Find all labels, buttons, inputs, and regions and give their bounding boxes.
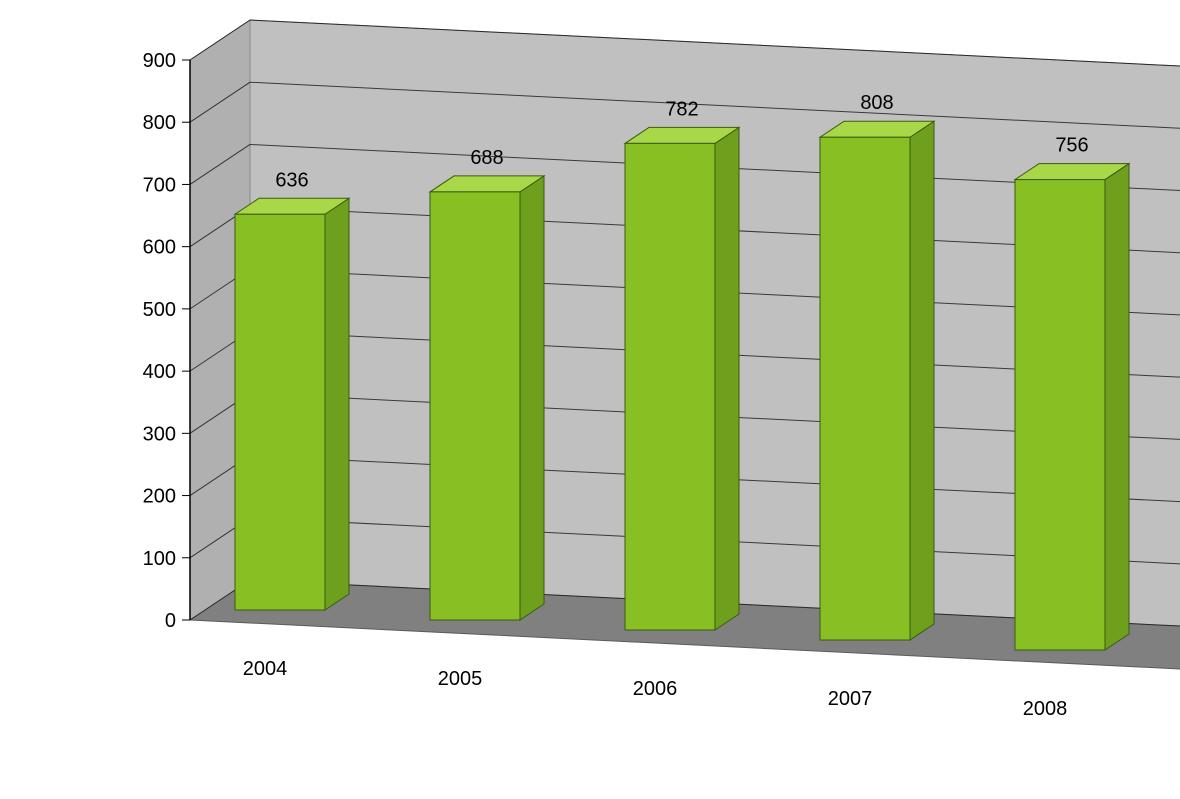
category-label: 2007 xyxy=(828,688,873,710)
y-tick-label: 200 xyxy=(143,486,176,508)
category-label: 2008 xyxy=(1023,698,1068,720)
bar-front xyxy=(1015,180,1105,650)
y-tick-label: 400 xyxy=(143,361,176,383)
bar-side xyxy=(715,127,739,630)
bar xyxy=(1015,164,1129,650)
y-tick-label: 500 xyxy=(143,299,176,321)
category-label: 2004 xyxy=(243,658,288,680)
bar-chart-3d: 0 100 200 300 400 500 600 700 800 900 636 2004 688 20… xyxy=(0,0,1180,799)
bar-front xyxy=(235,214,325,610)
category-label: 2006 xyxy=(633,678,678,700)
bar-side xyxy=(910,121,934,640)
bar xyxy=(235,198,349,610)
bar-front xyxy=(820,137,910,640)
bar-front xyxy=(625,143,715,630)
bar-value-label: 636 xyxy=(275,169,308,191)
category-label: 2005 xyxy=(438,668,483,690)
y-tick-label: 700 xyxy=(143,174,176,196)
y-tick-label: 800 xyxy=(143,112,176,134)
bar-value-label: 756 xyxy=(1055,135,1088,157)
bar-value-label: 782 xyxy=(665,98,698,120)
bar-side xyxy=(520,176,544,620)
y-tick-label: 0 xyxy=(165,610,176,632)
y-tick-label: 100 xyxy=(143,548,176,570)
y-tick-label: 900 xyxy=(143,50,176,72)
bar-side xyxy=(325,198,349,610)
y-tick-label: 600 xyxy=(143,237,176,259)
bar-value-label: 808 xyxy=(860,92,893,114)
bar-side xyxy=(1105,164,1129,650)
bar-front xyxy=(430,192,520,620)
bar xyxy=(430,176,544,620)
bar-value-label: 688 xyxy=(470,147,503,169)
y-tick-label: 300 xyxy=(143,423,176,445)
bar xyxy=(625,127,739,630)
bar xyxy=(820,121,934,640)
